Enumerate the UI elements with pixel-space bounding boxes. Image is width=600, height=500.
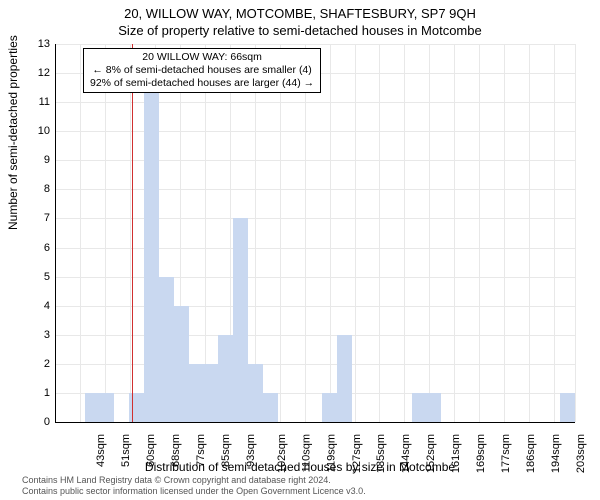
x-tick-label: 186sqm	[525, 434, 537, 473]
gridline-vertical	[355, 44, 356, 422]
annotation-line2: ← 8% of semi-detached houses are smaller…	[90, 64, 314, 77]
x-tick-label: 152sqm	[426, 434, 438, 473]
y-tick-label: 8	[10, 183, 50, 195]
histogram-bar	[412, 393, 427, 422]
histogram-bar	[233, 218, 248, 422]
histogram-bar	[85, 393, 100, 422]
gridline-vertical	[454, 44, 455, 422]
gridline-vertical	[80, 44, 81, 422]
x-axis-line	[55, 422, 575, 423]
gridline-vertical	[554, 44, 555, 422]
y-axis-line	[55, 44, 56, 422]
x-tick-label: 161sqm	[450, 434, 462, 473]
y-tick-label: 1	[10, 387, 50, 399]
x-tick-label: 177sqm	[500, 434, 512, 473]
chart-title-line2: Size of property relative to semi-detach…	[0, 23, 600, 38]
x-tick-label: 93sqm	[245, 434, 257, 467]
footer-attribution: Contains HM Land Registry data © Crown c…	[22, 475, 366, 496]
x-tick-label: 51sqm	[120, 434, 132, 467]
gridline-vertical	[479, 44, 480, 422]
x-tick-label: 144sqm	[401, 434, 413, 473]
histogram-bar	[174, 306, 189, 422]
y-tick-label: 2	[10, 358, 50, 370]
x-tick-label: 102sqm	[276, 434, 288, 473]
histogram-bar	[159, 277, 174, 422]
gridline-vertical	[529, 44, 530, 422]
y-tick-label: 6	[10, 242, 50, 254]
x-tick-label: 68sqm	[170, 434, 182, 467]
reference-line	[132, 44, 133, 422]
histogram-bar	[204, 364, 219, 422]
x-tick-label: 169sqm	[475, 434, 487, 473]
gridline-vertical	[330, 44, 331, 422]
gridline-vertical	[404, 44, 405, 422]
gridline-vertical	[305, 44, 306, 422]
gridline-vertical	[429, 44, 430, 422]
x-tick-label: 77sqm	[195, 434, 207, 467]
histogram-bar	[337, 335, 352, 422]
y-tick-label: 9	[10, 154, 50, 166]
gridline-vertical	[575, 44, 576, 422]
gridline-vertical	[130, 44, 131, 422]
histogram-bar	[248, 364, 263, 422]
y-tick-label: 12	[10, 67, 50, 79]
gridline-vertical	[379, 44, 380, 422]
y-tick-label: 7	[10, 212, 50, 224]
x-tick-label: 119sqm	[325, 434, 337, 472]
y-tick-label: 4	[10, 300, 50, 312]
gridline-vertical	[280, 44, 281, 422]
x-tick-label: 135sqm	[376, 434, 388, 473]
footer-line1: Contains HM Land Registry data © Crown c…	[22, 475, 366, 485]
histogram-bar	[218, 335, 233, 422]
annotation-line3: 92% of semi-detached houses are larger (…	[90, 77, 314, 90]
y-tick-label: 0	[10, 416, 50, 428]
y-tick-label: 3	[10, 329, 50, 341]
chart-title-line1: 20, WILLOW WAY, MOTCOMBE, SHAFTESBURY, S…	[0, 6, 600, 21]
histogram-bar	[560, 393, 575, 422]
histogram-bar	[263, 393, 278, 422]
x-tick-label: 203sqm	[575, 434, 587, 473]
y-tick-label: 10	[10, 125, 50, 137]
histogram-bar	[144, 73, 159, 422]
histogram-bar	[100, 393, 115, 422]
y-tick-label: 11	[10, 96, 50, 108]
x-tick-label: 43sqm	[95, 434, 107, 467]
plot-area: 20 WILLOW WAY: 66sqm ← 8% of semi-detach…	[55, 44, 575, 422]
footer-line2: Contains public sector information licen…	[22, 486, 366, 496]
gridline-vertical	[504, 44, 505, 422]
histogram-bar	[322, 393, 337, 422]
x-tick-label: 85sqm	[220, 434, 232, 467]
annotation-box: 20 WILLOW WAY: 66sqm ← 8% of semi-detach…	[83, 48, 321, 93]
x-tick-label: 110sqm	[300, 434, 312, 472]
x-tick-label: 194sqm	[550, 434, 562, 473]
histogram-bar	[189, 364, 204, 422]
x-tick-label: 60sqm	[145, 434, 157, 467]
x-tick-label: 127sqm	[351, 434, 363, 473]
annotation-line1: 20 WILLOW WAY: 66sqm	[90, 51, 314, 64]
gridline-vertical	[105, 44, 106, 422]
y-tick-label: 13	[10, 38, 50, 50]
histogram-bar	[426, 393, 441, 422]
y-tick-label: 5	[10, 271, 50, 283]
